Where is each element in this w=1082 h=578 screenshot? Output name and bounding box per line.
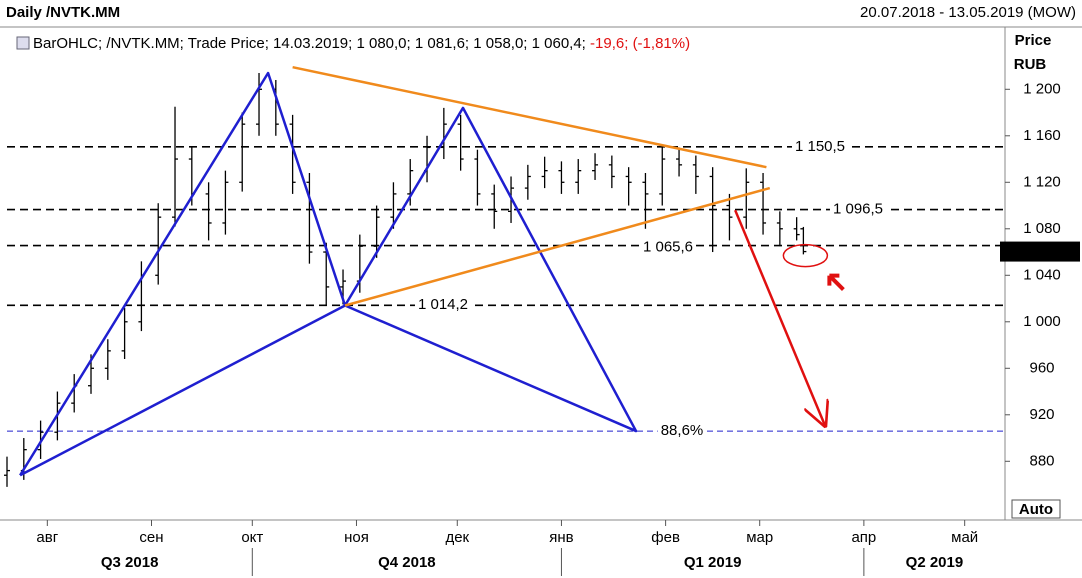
legend-value: 1 081,6; xyxy=(415,35,469,52)
x-tick-label: авг xyxy=(36,529,58,546)
pattern-line xyxy=(292,65,767,169)
level-label: 1 014,2 xyxy=(418,296,468,313)
pointer-arrow xyxy=(827,273,845,291)
y-axis-label: RUB xyxy=(1014,56,1047,73)
quarter-label: Q1 2019 xyxy=(684,554,742,571)
legend-change-pct: (-1,81%) xyxy=(633,35,691,52)
level-label: 1 096,5 xyxy=(833,201,883,218)
x-tick-label: апр xyxy=(851,529,876,546)
y-tick-label: 880 xyxy=(1029,452,1054,469)
legend-value: 1 080,0; xyxy=(356,35,410,52)
pattern-line xyxy=(344,186,771,307)
pattern-line xyxy=(734,209,825,425)
y-tick-label: 1 160 xyxy=(1023,127,1061,144)
quarter-label: Q4 2018 xyxy=(378,554,436,571)
price-highlight xyxy=(782,243,829,268)
x-tick-label: май xyxy=(951,529,978,546)
legend-value: 1 060,4; xyxy=(532,35,586,52)
y-tick-label: 1 000 xyxy=(1023,313,1061,330)
x-tick-label: янв xyxy=(549,529,573,546)
y-tick-label: 1 120 xyxy=(1023,173,1061,190)
legend-value: 1 058,0; xyxy=(473,35,527,52)
pattern-line xyxy=(19,71,638,476)
level-label-bg xyxy=(639,238,697,256)
quarter-label: Q3 2018 xyxy=(101,554,159,571)
ohlc-bars xyxy=(4,73,807,487)
legend-icon xyxy=(16,36,30,50)
legend-text: BarOHLC; /NVTK.MM; Trade Price; 14.03.20… xyxy=(33,35,352,52)
last-price-box xyxy=(1000,241,1080,262)
auto-button-frame[interactable] xyxy=(1011,499,1061,519)
pattern-line xyxy=(19,304,346,477)
level-label-bg xyxy=(829,200,887,218)
x-tick-label: фев xyxy=(651,529,680,546)
x-tick-label: окт xyxy=(241,529,263,546)
y-tick-label: 920 xyxy=(1029,406,1054,423)
level-label: 1 065,6 xyxy=(643,238,693,255)
level-label-bg xyxy=(657,422,707,440)
y-tick-label: 1 080 xyxy=(1023,220,1061,237)
x-tick-label: дек xyxy=(445,529,469,546)
x-tick-label: ноя xyxy=(344,529,369,546)
chart-title: Daily /NVTK.MM xyxy=(6,4,120,21)
auto-button[interactable]: Auto xyxy=(1011,499,1061,519)
legend-change: -19,6; xyxy=(590,35,628,52)
level-label-bg xyxy=(791,137,849,155)
date-range: 20.07.2018 - 13.05.2019 (MOW) xyxy=(860,4,1076,21)
legend: BarOHLC; /NVTK.MM; Trade Price; 14.03.20… xyxy=(33,35,690,52)
x-tick-label: сен xyxy=(139,529,163,546)
y-axis-label: Price xyxy=(1015,32,1052,49)
level-label: 1 150,5 xyxy=(795,138,845,155)
level-label: 88,6% xyxy=(661,422,704,439)
level-label-bg xyxy=(414,296,472,314)
quarter-label: Q2 2019 xyxy=(906,554,964,571)
auto-button-label[interactable]: Auto xyxy=(1019,501,1053,518)
y-tick-label: 1 040 xyxy=(1023,266,1061,283)
y-tick-label: 1 200 xyxy=(1023,80,1061,97)
x-tick-label: мар xyxy=(746,529,773,546)
last-price-label: 1 060,4 xyxy=(1015,243,1066,260)
y-tick-label: 960 xyxy=(1029,359,1054,376)
